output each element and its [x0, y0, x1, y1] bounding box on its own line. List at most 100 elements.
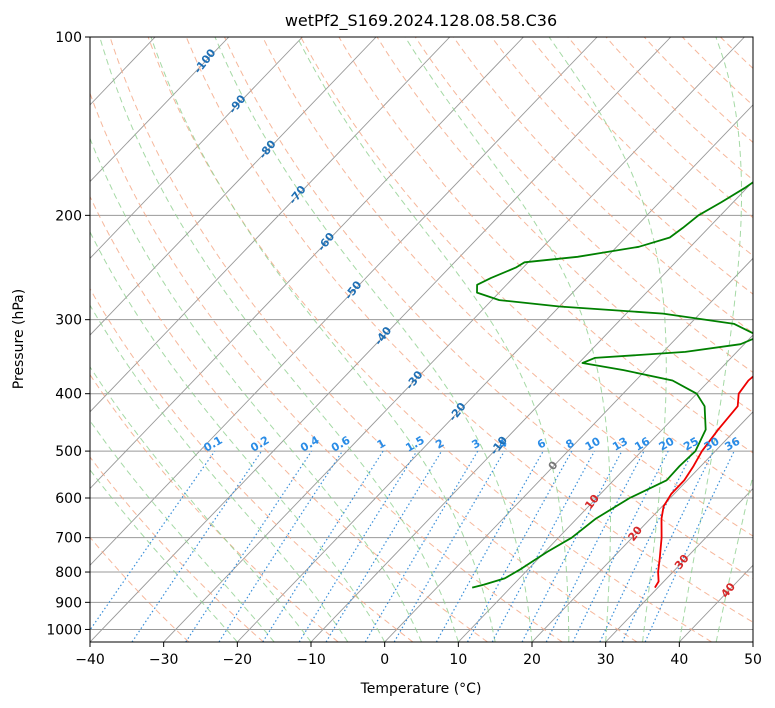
- moist-adiabat-line: [296, 37, 570, 642]
- moist-adiabat-line: [90, 419, 275, 642]
- isotherm-line: [0, 37, 8, 642]
- isotherm-line: [90, 37, 303, 259]
- mixing-ratio-line: [325, 450, 443, 642]
- dry-adiabat-label: -50: [342, 278, 365, 302]
- moist-adiabat-line: [150, 37, 496, 642]
- x-tick-label: 20: [523, 652, 541, 668]
- mixing-ratio-line: [218, 450, 343, 642]
- isotherm-line: [163, 37, 745, 642]
- dry-adiabat-label: -70: [286, 183, 309, 207]
- isotherm-line: [752, 641, 753, 642]
- x-tick-label: 30: [597, 652, 615, 668]
- isotherm-line: [90, 37, 524, 490]
- plot-area: 0.1 0.2 0.4 0.6 1 1.5 2 3 4 6 8 10 13 16 20 25 30 36-100-…: [0, 37, 775, 642]
- profile-series: [471, 181, 753, 589]
- dry-adiabat-line: [90, 456, 264, 642]
- x-tick-label: −10: [296, 652, 326, 668]
- isotherm-line: [605, 487, 753, 642]
- dry-adiabat-line: [262, 37, 753, 537]
- x-tick-label: −20: [223, 652, 253, 668]
- dry-adiabat-line: [414, 37, 753, 373]
- dry-adiabat-line: [681, 37, 753, 106]
- y-tick-label: 600: [55, 491, 82, 507]
- moist-adiabat-line: [90, 469, 238, 642]
- mixing-ratio-line: [572, 450, 669, 642]
- isotherm-line: [458, 334, 753, 642]
- mixing-ratio-line: [466, 450, 573, 642]
- y-tick-label: 200: [55, 208, 82, 224]
- mixing-ratio-label: 6: [535, 436, 548, 451]
- mixing-ratio-line: [262, 450, 384, 642]
- dry-adiabat-line: [90, 287, 414, 642]
- isotherm-line: [90, 37, 377, 336]
- dry-adiabat-line: [567, 37, 753, 219]
- chart-title: wetPf2_S169.2024.128.08.58.C36: [285, 11, 557, 31]
- isotherm-line: [237, 104, 753, 642]
- mixing-ratio-line: [131, 450, 263, 642]
- mixing-ratio-line: [185, 450, 313, 642]
- mixing-ratio-lines: [90, 450, 735, 642]
- moist-adiabat-line: [90, 230, 386, 642]
- x-tick-label: 50: [744, 652, 762, 668]
- isotherm-line: [90, 37, 230, 183]
- moist-adiabat-line: [678, 37, 742, 642]
- mixing-ratio-line: [364, 450, 479, 642]
- mixing-ratio-line: [545, 450, 645, 642]
- moist-adiabat-line: [90, 365, 312, 642]
- plot-frame: [89, 36, 754, 643]
- y-tick-label: 800: [55, 565, 82, 581]
- moist-adiabat-line: [548, 37, 667, 642]
- dewpoint-line: [471, 181, 753, 589]
- isotherm-line: [384, 257, 753, 642]
- moist-adiabat-line: [99, 37, 459, 642]
- dry-adiabat-line: [147, 37, 712, 642]
- y-axis-ticks: 1000 900 800 700 600 500 400 300 200 100: [46, 30, 90, 638]
- adiabat-labels: 0.1 0.2 0.4 0.6 1 1.5 2 3 4 6 8 10 13 16 20 25 30 36-100-…: [191, 46, 742, 600]
- dry-adiabat-line: [90, 91, 563, 642]
- dry-adiabat-line: [90, 536, 190, 642]
- dry-adiabat-line: [376, 37, 753, 413]
- dry-adiabat-line: [185, 37, 753, 623]
- dry-adiabat-line: [300, 37, 753, 495]
- mixing-ratio-label: 1: [375, 437, 388, 452]
- dry-adiabat-line: [529, 37, 753, 257]
- y-tick-label: 300: [55, 313, 82, 329]
- mixing-ratio-line: [298, 450, 418, 642]
- isotherm-line: [90, 37, 451, 413]
- x-tick-label: −30: [149, 652, 179, 668]
- isotherm-line: [531, 411, 753, 642]
- mixing-ratio-label: 2: [433, 437, 446, 452]
- isobar-grid: [90, 37, 753, 630]
- y-tick-label: 500: [55, 444, 82, 460]
- y-tick-label: 400: [55, 387, 82, 403]
- mixing-ratio-line: [644, 450, 735, 642]
- moist-adiabat-line: [90, 304, 349, 642]
- moist-adiabats: [90, 37, 753, 642]
- temperature-line: [654, 375, 753, 589]
- dry-adiabat-line: [720, 37, 753, 70]
- dry-adiabat-line: [491, 37, 753, 295]
- mixing-ratio-line: [491, 450, 596, 642]
- y-axis-label: Pressure (hPa): [11, 289, 27, 389]
- x-tick-label: 10: [449, 652, 467, 668]
- mixing-ratio-line: [393, 450, 505, 642]
- mixing-ratio-line: [435, 450, 544, 642]
- x-axis-ticks: −40 −30 −20 −10 0 10 20 30 40 50: [75, 642, 762, 668]
- y-tick-label: 900: [55, 595, 82, 611]
- x-tick-label: 40: [670, 652, 688, 668]
- dry-adiabat-line: [90, 195, 488, 642]
- x-tick-label: 0: [380, 652, 389, 668]
- isotherm-line: [90, 37, 598, 566]
- moist-adiabat-line: [404, 37, 611, 642]
- dry-adiabat-line: [224, 37, 753, 580]
- dry-adiabat-line: [643, 37, 753, 144]
- y-tick-label: 700: [55, 531, 82, 547]
- dry-adiabat-label: -100: [191, 46, 218, 76]
- dry-adiabat-line: [338, 37, 753, 454]
- dry-adiabat-line: [759, 37, 775, 642]
- dry-adiabat-line: [109, 37, 638, 642]
- moist-adiabat-line: [90, 137, 422, 642]
- y-tick-label: 100: [55, 30, 82, 46]
- x-tick-label: −40: [75, 652, 105, 668]
